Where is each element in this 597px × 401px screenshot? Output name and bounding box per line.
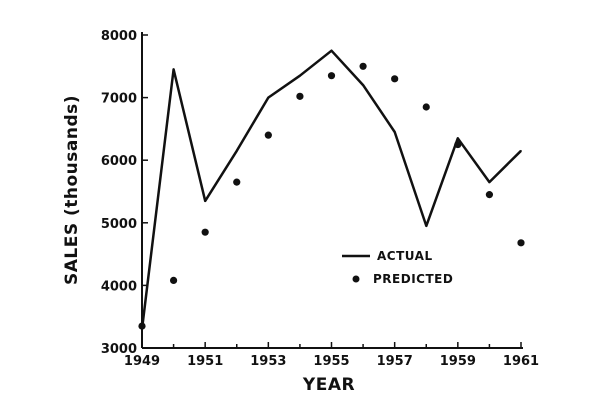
predicted-point <box>201 228 209 236</box>
y-tick-label: 4000 <box>101 279 137 294</box>
actual-point <box>425 225 428 227</box>
x-tick-label: 1951 <box>187 354 223 369</box>
actual-point <box>299 74 301 77</box>
predicted-point <box>391 75 399 83</box>
legend-predicted-label: PREDICTED <box>373 272 453 286</box>
actual-point <box>235 150 238 152</box>
predicted-point <box>422 103 430 111</box>
x-axis-title: YEAR <box>302 375 355 395</box>
predicted-point <box>359 62 367 70</box>
legend-actual-label: ACTUAL <box>377 249 433 263</box>
y-tick-label: 3000 <box>101 342 137 357</box>
y-axis-title: SALES (thousands) <box>62 95 82 285</box>
predicted-point <box>138 322 146 330</box>
actual-series-line <box>140 49 522 330</box>
actual-point <box>330 49 333 52</box>
predicted-point <box>233 178 241 186</box>
plot-area <box>138 49 525 331</box>
x-tick-label: 1949 <box>124 354 160 369</box>
actual-point <box>362 84 364 86</box>
x-axis-ticks: 1949 1951 1953 1955 1957 1959 1961 <box>124 342 539 369</box>
predicted-point <box>327 72 336 80</box>
x-tick-label: 1961 <box>503 354 539 369</box>
predicted-point <box>485 191 494 199</box>
actual-point <box>520 150 522 152</box>
predicted-point <box>454 140 462 149</box>
x-tick-label: 1959 <box>440 354 476 369</box>
legend: ACTUAL PREDICTED <box>342 249 453 286</box>
predicted-point <box>169 276 178 284</box>
x-tick-label: 1953 <box>250 354 286 369</box>
y-tick-label: 8000 <box>101 29 137 44</box>
y-tick-label: 5000 <box>101 217 137 232</box>
predicted-point <box>264 131 272 139</box>
legend-predicted-dot-swatch <box>352 275 360 283</box>
y-axis-ticks: 3000 4000 5000 6000 7000 8000 <box>101 29 148 357</box>
actual-point <box>267 96 270 99</box>
actual-point <box>488 181 491 183</box>
predicted-point <box>296 92 304 100</box>
axes <box>141 32 523 349</box>
y-tick-label: 6000 <box>101 154 137 169</box>
y-tick-label: 7000 <box>101 92 137 107</box>
actual-point <box>204 200 206 202</box>
actual-point <box>457 137 459 140</box>
predicted-point <box>517 239 525 247</box>
x-tick-label: 1955 <box>313 354 349 369</box>
x-tick-label: 1957 <box>377 354 413 369</box>
actual-point <box>172 68 175 71</box>
actual-point <box>393 131 396 133</box>
